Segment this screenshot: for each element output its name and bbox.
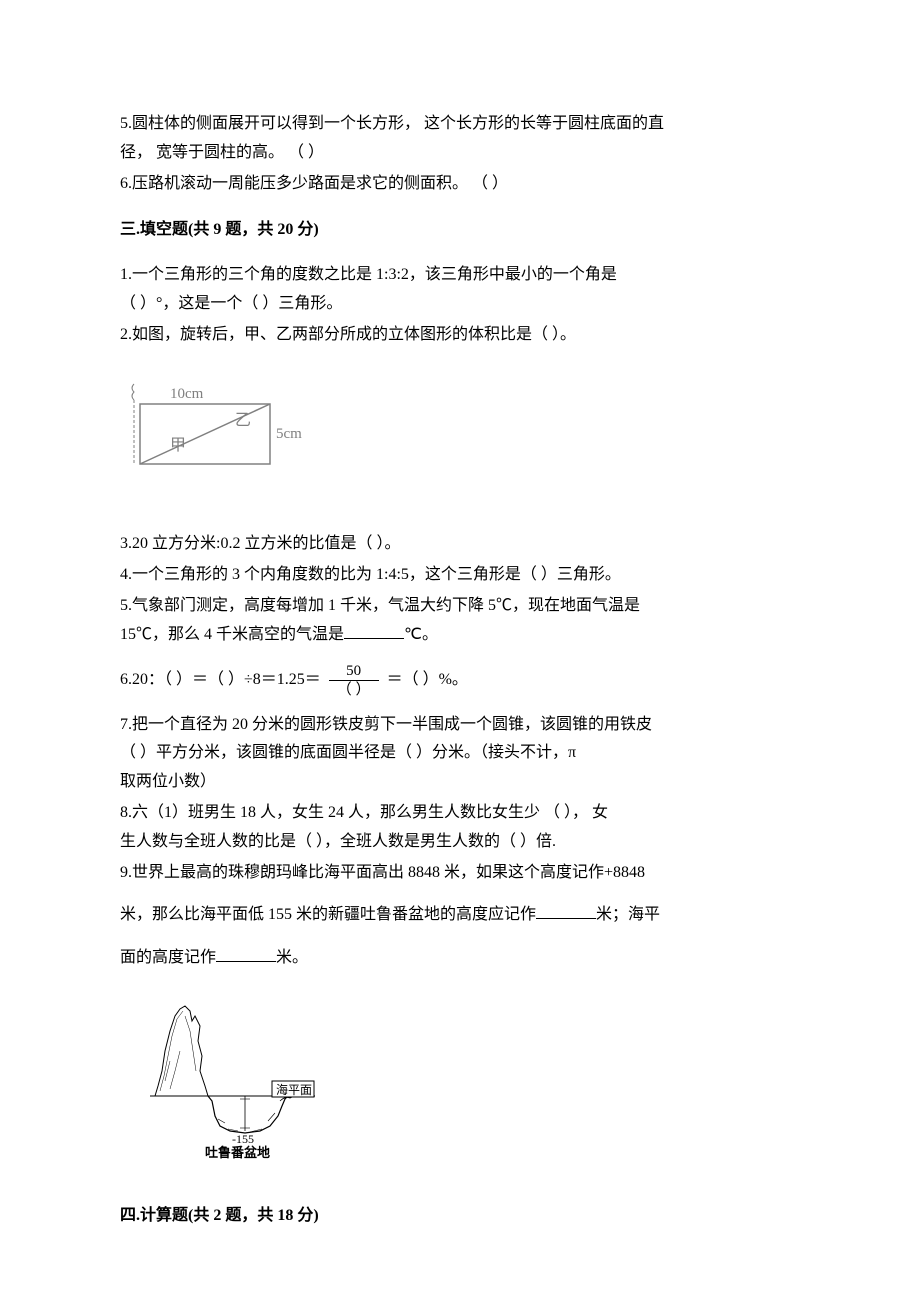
mountain-basin-diagram: 海平面 -155 吐鲁番盆地: [150, 1001, 800, 1172]
s3-question-7: 7.把一个直径为 20 分米的圆形铁皮剪下一半围成一个圆锥，该圆锥的用铁皮 （ …: [120, 711, 800, 797]
sea-level-label: 海平面: [276, 1082, 312, 1097]
basin-shape: [208, 1096, 288, 1133]
s3q5-line2-text: 15℃，那么 4 千米高空的气温是: [120, 626, 344, 643]
rect-svg: 10cm 乙 甲 5cm: [120, 380, 320, 480]
s3q6-prefix: 6.20：（ ）＝（ ）÷8＝1.25＝: [120, 671, 325, 688]
s3q8-line2: 生人数与全班人数的比是（ ），全班人数是男生人数的（ ）倍.: [120, 828, 800, 857]
s3q5-line2-suffix: ℃。: [404, 626, 438, 643]
s3q8-line1: 8.六（1）班男生 18 人，女生 24 人，那么男生人数比女生少 （ ）， 女: [120, 799, 800, 828]
rectangle-diagram: 10cm 乙 甲 5cm: [120, 380, 800, 491]
s3-question-1: 1.一个三角形的三个角的度数之比是 1:3:2，该三角形中最小的一个角是 （ ）…: [120, 261, 800, 319]
s3q9-line3a: 面的高度记作: [120, 949, 216, 966]
section-3-title: 三.填空题(共 9 题，共 20 分): [120, 216, 800, 245]
fraction: 50 （ ）: [329, 662, 379, 699]
depth-label: -155: [232, 1132, 254, 1146]
width-label: 10cm: [170, 386, 204, 402]
s3q9-line2: 米，那么比海平面低 155 米的新疆吐鲁番盆地的高度应记作 米；海平: [120, 901, 800, 930]
s3q7-line2: （ ）平方分米，该圆锥的底面圆半径是（ ）分米。（接头不计，π: [120, 739, 800, 768]
fraction-denominator: （ ）: [329, 681, 379, 699]
s3q7-line1: 7.把一个直径为 20 分米的圆形铁皮剪下一半围成一个圆锥，该圆锥的用铁皮: [120, 711, 800, 740]
s3q5-line1: 5.气象部门测定，高度每增加 1 千米，气温大约下降 5℃，现在地面气温是: [120, 592, 800, 621]
s3q2-text: 2.如图，旋转后，甲、乙两部分所成的立体图形的体积比是（ ）。: [120, 321, 800, 350]
s3q5-line2: 15℃，那么 4 千米高空的气温是 ℃。: [120, 621, 800, 650]
s3q9-line1: 9.世界上最高的珠穆朗玛峰比海平面高出 8848 米，如果这个高度记作+8848: [120, 859, 800, 888]
blank-field: [536, 903, 596, 919]
q5-line1: 5.圆柱体的侧面展开可以得到一个长方形， 这个长方形的长等于圆柱底面的直: [120, 110, 800, 139]
s3-question-2: 2.如图，旋转后，甲、乙两部分所成的立体图形的体积比是（ ）。: [120, 321, 800, 350]
s3-question-3: 3.20 立方分米:0.2 立方米的比值是（ ）。: [120, 530, 800, 559]
s3-question-8: 8.六（1）班男生 18 人，女生 24 人，那么男生人数比女生少 （ ）， 女…: [120, 799, 800, 857]
q6-text: 6.压路机滚动一周能压多少路面是求它的侧面积。 （ ）: [120, 170, 800, 199]
s3-question-6: 6.20：（ ）＝（ ）÷8＝1.25＝ 50 （ ） ＝（ ）%。: [120, 662, 800, 699]
s3-question-4: 4.一个三角形的 3 个内角度数的比为 1:4:5，这个三角形是（ ）三角形。: [120, 561, 800, 590]
s3q9-line3b: 米。: [276, 949, 308, 966]
s3q7-line3: 取两位小数）: [120, 768, 800, 797]
basin-label: 吐鲁番盆地: [205, 1145, 270, 1160]
s3q3-text: 3.20 立方分米:0.2 立方米的比值是（ ）。: [120, 530, 800, 559]
region-a-label: 甲: [170, 437, 186, 454]
section-4-title: 四.计算题(共 2 题，共 18 分): [120, 1202, 800, 1231]
question-6: 6.压路机滚动一周能压多少路面是求它的侧面积。 （ ）: [120, 170, 800, 199]
rotation-axis-icon: [132, 384, 134, 400]
blank-field: [344, 623, 404, 639]
height-label: 5cm: [276, 426, 302, 442]
s3q9-line2a: 米，那么比海平面低 155 米的新疆吐鲁番盆地的高度应记作: [120, 906, 536, 923]
s3q1-line1: 1.一个三角形的三个角的度数之比是 1:3:2，该三角形中最小的一个角是: [120, 261, 800, 290]
s3q9-line2b: 米；海平: [596, 906, 660, 923]
s3q4-text: 4.一个三角形的 3 个内角度数的比为 1:4:5，这个三角形是（ ）三角形。: [120, 561, 800, 590]
fraction-numerator: 50: [329, 662, 379, 681]
q5-line2: 径， 宽等于圆柱的高。 （ ）: [120, 139, 800, 168]
s3-question-5: 5.气象部门测定，高度每增加 1 千米，气温大约下降 5℃，现在地面气温是 15…: [120, 592, 800, 650]
mountain-shape: [155, 1006, 208, 1096]
s3q6-suffix: ＝（ ）%。: [387, 671, 468, 688]
s3q1-line2: （ ）°，这是一个（ ）三角形。: [120, 290, 800, 319]
blank-field: [216, 946, 276, 962]
basin-svg: 海平面 -155 吐鲁番盆地: [150, 1001, 320, 1161]
s3q9-line3: 面的高度记作 米。: [120, 944, 800, 973]
s3-question-9: 9.世界上最高的珠穆朗玛峰比海平面高出 8848 米，如果这个高度记作+8848…: [120, 859, 800, 973]
question-5: 5.圆柱体的侧面展开可以得到一个长方形， 这个长方形的长等于圆柱底面的直 径， …: [120, 110, 800, 168]
region-b-label: 乙: [235, 412, 251, 429]
